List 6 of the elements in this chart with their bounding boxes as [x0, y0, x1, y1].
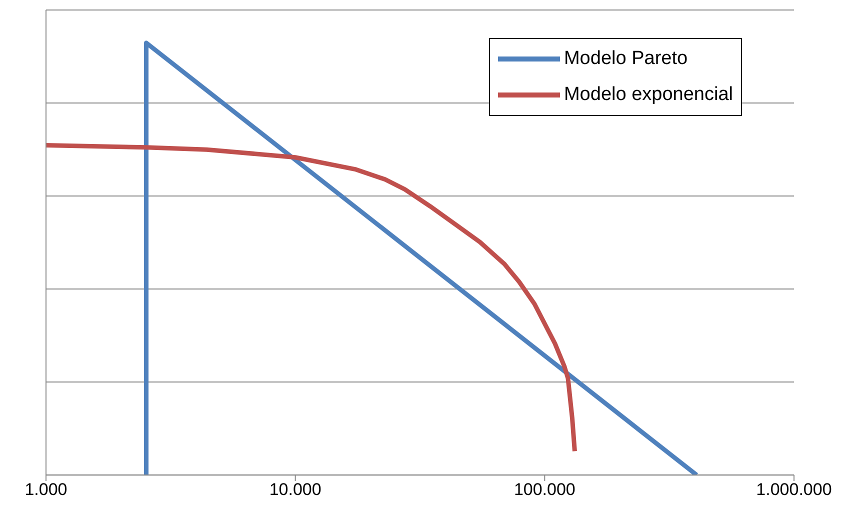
legend-label: Modelo exponencial [564, 83, 733, 107]
x-tick-label: 1.000.000 [756, 480, 832, 500]
legend-label: Modelo Pareto [564, 47, 688, 71]
x-tick-label: 1.000 [24, 480, 68, 500]
x-tick-label: 10.000 [269, 480, 322, 500]
x-tick-label: 100.000 [514, 480, 576, 500]
